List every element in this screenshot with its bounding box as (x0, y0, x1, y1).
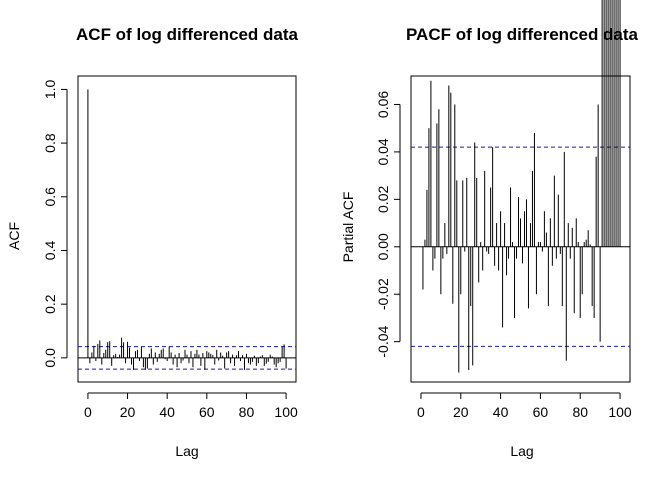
pacf-x-tick-label-80: 80 (572, 404, 588, 420)
acf-x-tick-label-60: 60 (199, 404, 215, 420)
acf-ylabel: ACF (6, 222, 22, 250)
pacf-xlabel: Lag (510, 443, 533, 459)
pacf-y-tick-label-0: -0.04 (375, 326, 391, 358)
acf-y-tick-label-3: 0.6 (42, 187, 58, 207)
acf-x-tick-label-100: 100 (274, 404, 298, 420)
pacf-x-tick-label-0: 0 (417, 404, 425, 420)
pacf-plot-frame (410, 75, 631, 383)
acf-y-tick-label-0: 0.0 (42, 348, 58, 368)
acf-y-tick-label-4: 0.8 (42, 133, 58, 153)
pacf-y-tick-label-4: 0.04 (375, 138, 391, 165)
pacf-ylabel: Partial ACF (340, 192, 356, 263)
acf-panel: ACF of log differenced data Lag ACF 0 20 4… (6, 25, 299, 459)
pacf-title: PACF of log differenced data (406, 25, 639, 44)
pacf-y-tick-label-2: 0.00 (375, 233, 391, 260)
acf-y-tick-label-5: 1.0 (42, 79, 58, 99)
acf-y-tick-label-2: 0.4 (42, 241, 58, 261)
acf-xlabel: Lag (175, 443, 198, 459)
pacf-x-tick-label-60: 60 (533, 404, 549, 420)
pacf-x-tick-label-40: 40 (493, 404, 509, 420)
acf-x-tick-label-40: 40 (159, 404, 175, 420)
pacf-x-tick-label-100: 100 (608, 404, 632, 420)
acf-x-tick-label-0: 0 (84, 404, 92, 420)
pacf-y-tick-label-1: -0.02 (375, 278, 391, 310)
pacf-y-tick-label-5: 0.06 (375, 91, 391, 118)
acf-x-tick-label-80: 80 (239, 404, 255, 420)
acf-y-tick-label-1: 0.2 (42, 294, 58, 314)
acf-plot-frame (77, 75, 297, 383)
pacf-x-tick-label-20: 20 (453, 404, 469, 420)
pacf-y-tick-label-3: 0.02 (375, 186, 391, 213)
acf-title: ACF of log differenced data (76, 25, 299, 44)
pacf-panel: PACF of log differenced data Lag Partial… (340, 0, 639, 459)
acf-x-tick-label-20: 20 (120, 404, 136, 420)
